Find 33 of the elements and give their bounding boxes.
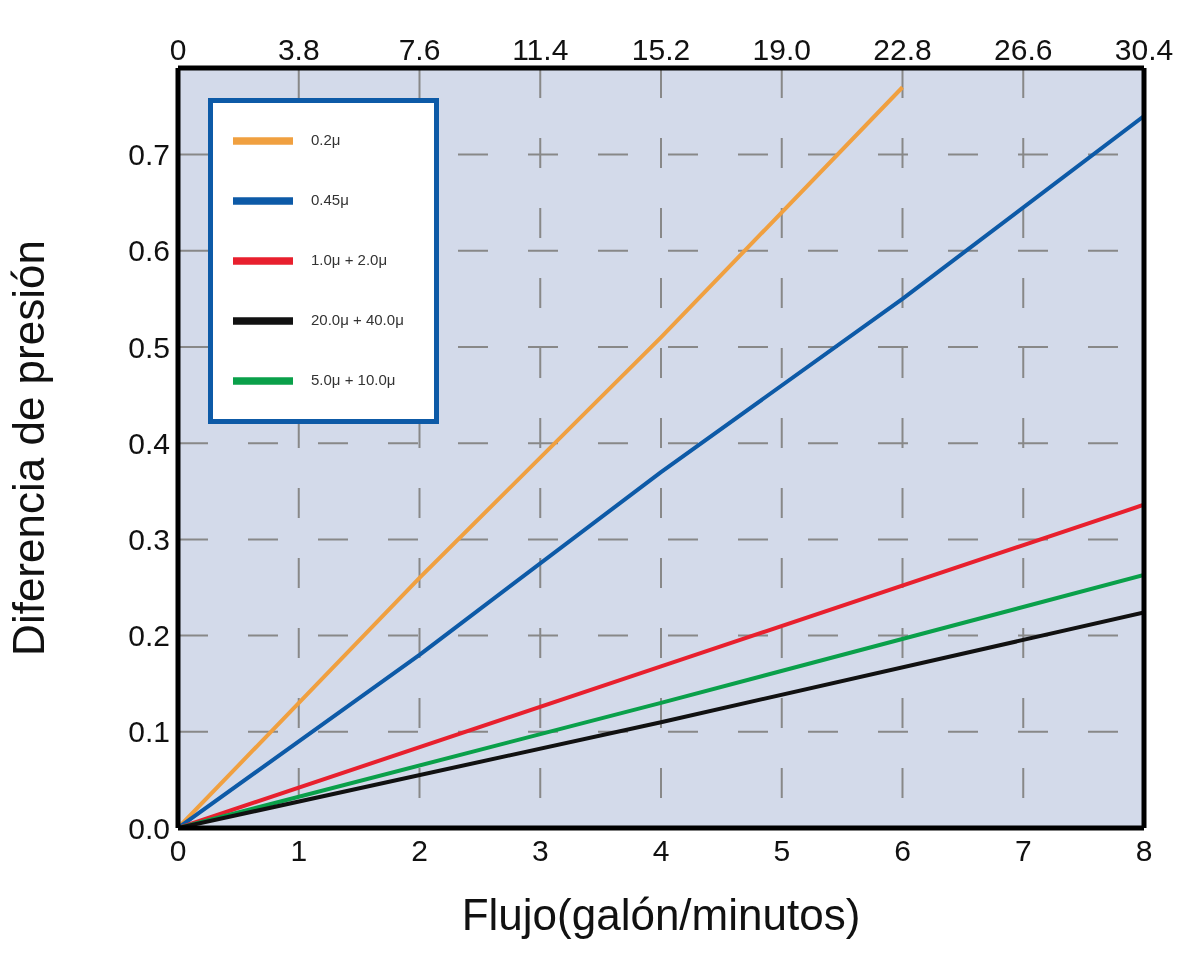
legend-label: 20.0μ + 40.0μ [311, 310, 404, 328]
x2-tick-label: 26.6 [994, 33, 1053, 66]
y-tick-label: 0.5 [128, 330, 170, 364]
x-tick-label: 5 [773, 834, 791, 868]
y-tick-label: 0.4 [128, 426, 170, 460]
x2-tick-label: 22.8 [873, 33, 932, 66]
y-tick-label: 0.2 [128, 619, 170, 653]
x2-tick-label: 15.2 [631, 33, 691, 66]
x-tick-label: 3 [531, 834, 549, 868]
x-tick-label: 0 [169, 834, 187, 868]
x-tick-label: 8 [1135, 834, 1153, 868]
legend-label: 1.0μ + 2.0μ [311, 250, 388, 268]
x2-tick-label: 7.6 [398, 33, 441, 66]
y-tick-label: 0.6 [128, 234, 170, 268]
x2-tick-label: 11.4 [512, 33, 569, 66]
x2-tick-label: 19.0 [752, 33, 811, 66]
x-tick-label: 4 [652, 834, 670, 868]
legend-label: 0.45μ [311, 190, 349, 208]
x2-tick-label: 3.8 [277, 33, 320, 66]
x-tick-label: 7 [1014, 834, 1032, 868]
y-axis-title: Diferencia de presión [3, 240, 53, 656]
y-tick-label: 0.1 [128, 715, 170, 749]
legend-label: 0.2μ [311, 130, 341, 148]
x2-tick-label: 0 [169, 33, 187, 66]
y-tick-label: 0.0 [128, 811, 170, 845]
legend-label: 5.0μ + 10.0μ [311, 370, 396, 388]
x-tick-label: 2 [411, 834, 428, 868]
x2-tick-label: 30.4 [1114, 33, 1174, 66]
y-tick-label: 0.7 [128, 138, 170, 172]
y-tick-label: 0.3 [128, 523, 170, 557]
x-axis-title: Flujo(galón/minutos) [461, 890, 861, 939]
x-tick-label: 1 [290, 834, 308, 868]
x-tick-label: 6 [894, 834, 911, 868]
